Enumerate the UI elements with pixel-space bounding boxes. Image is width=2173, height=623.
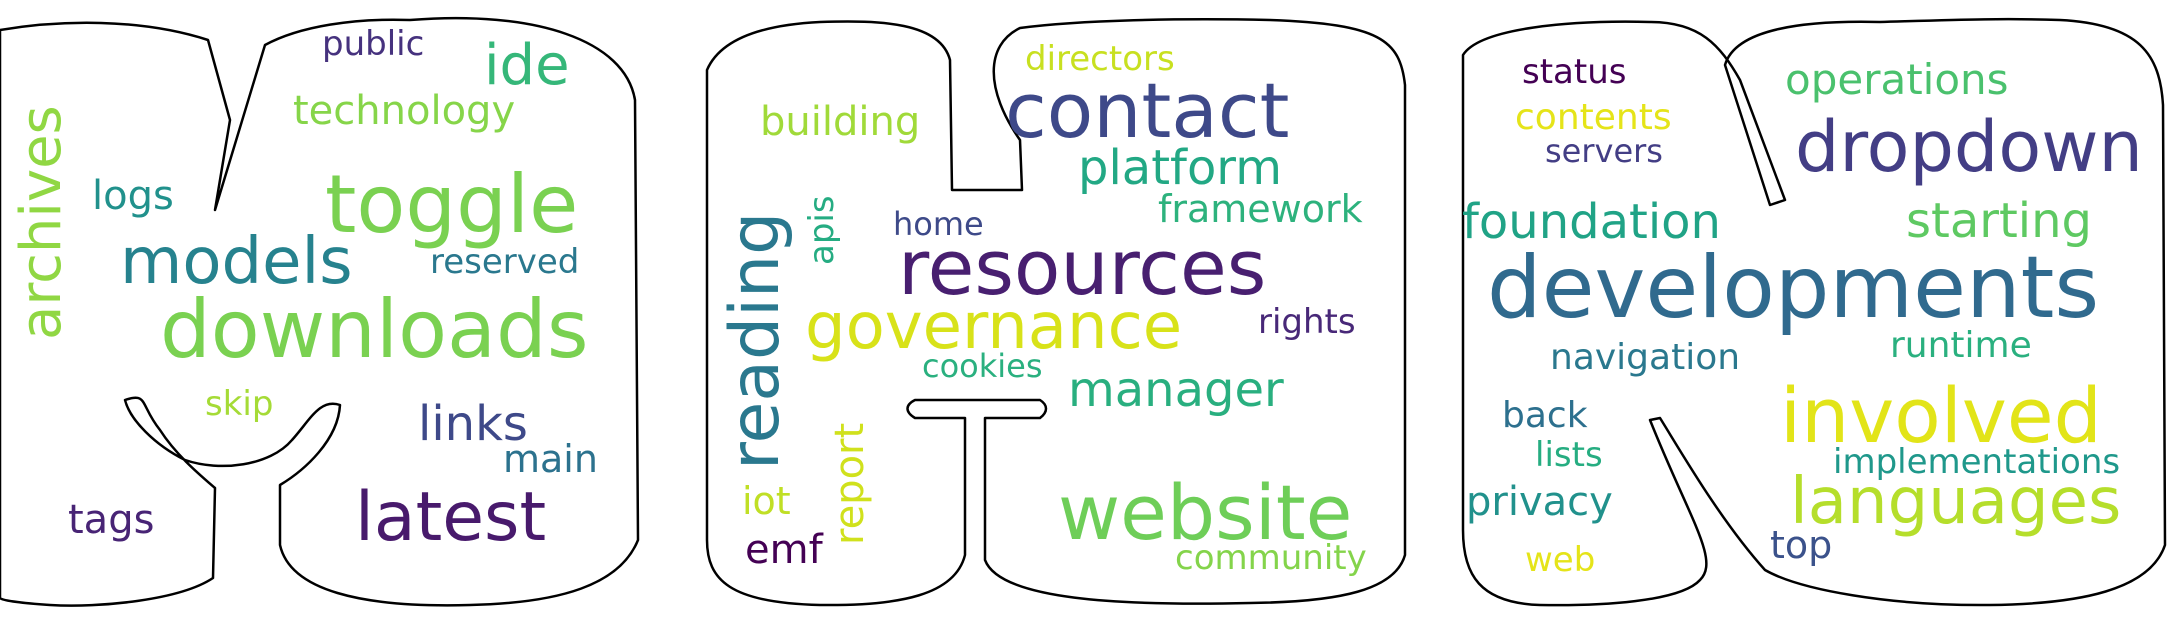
word-directors: directors [1025, 39, 1175, 79]
word-governance: governance [805, 290, 1183, 364]
word-lists: lists [1535, 435, 1603, 475]
word-main: main [503, 437, 598, 481]
word-starting: starting [1906, 193, 2093, 249]
word-cookies: cookies [922, 347, 1043, 385]
word-framework: framework [1158, 187, 1363, 231]
word-privacy: privacy [1466, 479, 1613, 525]
word-report: report [827, 422, 873, 545]
word-links: links [418, 396, 528, 452]
word-reading: reading [716, 211, 795, 470]
letter-m-outline [0, 16, 640, 607]
word-public: public [322, 24, 425, 64]
word-community: community [1175, 538, 1367, 578]
word-archives: archives [9, 105, 74, 340]
word-runtime: runtime [1890, 325, 2032, 366]
word-models: models [120, 225, 353, 299]
word-ide: ide [484, 33, 570, 98]
word-back: back [1502, 395, 1588, 436]
word-apis: apis [802, 195, 842, 265]
word-contents: contents [1515, 97, 1672, 138]
word-building: building [760, 99, 921, 145]
word-contact: contact [1005, 66, 1290, 155]
word-skip: skip [205, 384, 274, 424]
word-iot: iot [742, 479, 791, 523]
letter-g-outline [705, 18, 1407, 607]
word-rights: rights [1258, 302, 1356, 342]
word-logs: logs [92, 173, 174, 219]
word-developments: developments [1487, 238, 2100, 338]
word-dropdown: dropdown [1795, 106, 2143, 188]
word-navigation: navigation [1550, 337, 1741, 378]
word-languages: languages [1790, 465, 2122, 539]
word-web: web [1525, 540, 1596, 580]
word-platform: platform [1078, 140, 1282, 196]
word-website: website [1058, 468, 1353, 557]
word-foundation: foundation [1462, 194, 1721, 250]
word-manager: manager [1068, 362, 1284, 418]
word-involved: involved [1780, 371, 2102, 460]
word-servers: servers [1545, 132, 1663, 170]
word-reserved: reserved [430, 242, 580, 282]
word-implementations: implementations [1833, 442, 2121, 482]
word-status: status [1522, 52, 1627, 92]
word-operations: operations [1785, 55, 2009, 104]
word-toggle: toggle [325, 158, 579, 251]
word-top: top [1770, 523, 1833, 567]
word-resources: resources [898, 223, 1267, 312]
letter-n-outline [1461, 17, 2167, 607]
word-home: home [893, 205, 984, 243]
word-emf: emf [745, 527, 823, 573]
word-tags: tags [68, 497, 155, 543]
word-latest: latest [355, 478, 547, 557]
word-downloads: downloads [160, 283, 589, 376]
word-technology: technology [293, 88, 516, 134]
